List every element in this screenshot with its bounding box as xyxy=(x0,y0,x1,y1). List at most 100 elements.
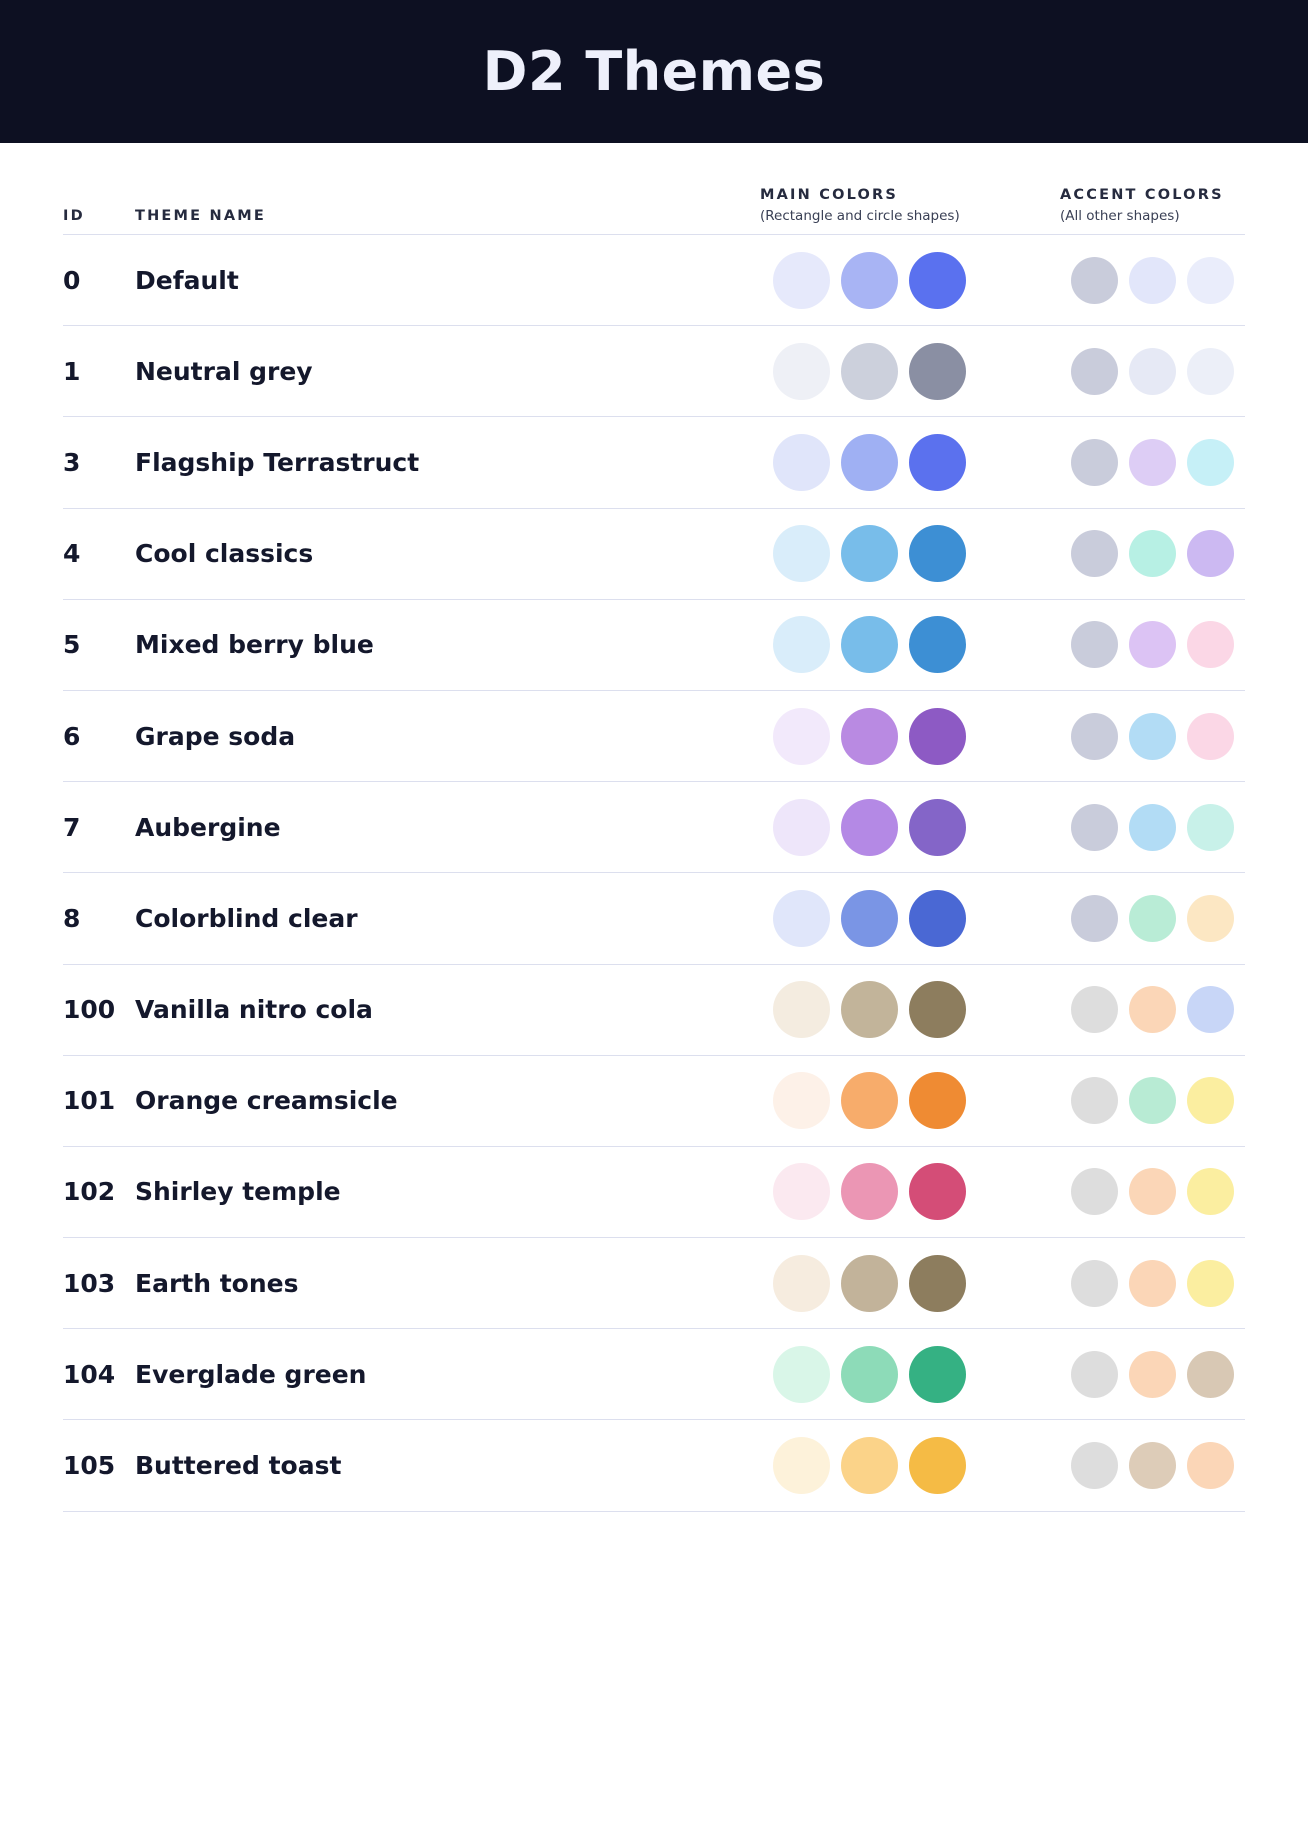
theme-name: Earth tones xyxy=(135,1268,299,1298)
accent-color-swatch-1 xyxy=(1071,1168,1118,1216)
table-row[interactable]: 105 Buttered toast xyxy=(63,1420,1245,1512)
accent-color-swatches xyxy=(1060,530,1245,578)
main-color-swatch-2 xyxy=(841,707,898,765)
main-color-swatch-3 xyxy=(909,1072,966,1130)
accent-color-swatch-3 xyxy=(1187,621,1234,669)
accent-color-swatch-1 xyxy=(1071,894,1118,942)
theme-id: 104 xyxy=(63,1359,116,1389)
accent-color-swatches xyxy=(1060,803,1245,851)
main-color-swatch-3 xyxy=(909,251,966,309)
main-color-swatches xyxy=(760,798,1060,856)
main-color-swatches xyxy=(760,433,1060,491)
table-body: 0 Default 1 Neutral grey 3 Flagship Terrastru… xyxy=(63,235,1245,1512)
main-color-swatch-1 xyxy=(773,1437,830,1495)
theme-id: 7 xyxy=(63,812,81,842)
accent-color-swatch-3 xyxy=(1187,1259,1234,1307)
theme-id: 6 xyxy=(63,721,81,751)
theme-id: 8 xyxy=(63,903,81,933)
accent-color-swatch-1 xyxy=(1071,1259,1118,1307)
page-title: D2 Themes xyxy=(482,40,826,103)
main-color-swatches xyxy=(760,707,1060,765)
table-row[interactable]: 1 Neutral grey xyxy=(63,326,1245,418)
main-color-swatch-1 xyxy=(773,342,830,400)
accent-color-swatch-2 xyxy=(1129,712,1176,760)
main-color-swatches xyxy=(760,981,1060,1039)
theme-name: Cool classics xyxy=(135,539,314,569)
table-row[interactable]: 101 Orange creamsicle xyxy=(63,1056,1245,1147)
main-color-swatch-2 xyxy=(841,433,898,491)
main-color-swatch-3 xyxy=(909,433,966,491)
main-color-swatch-3 xyxy=(909,981,966,1039)
theme-name: Aubergine xyxy=(135,812,281,842)
accent-color-swatch-2 xyxy=(1129,986,1176,1034)
column-header-theme-name: THEME NAME xyxy=(135,208,267,224)
column-header-accent-colors: ACCENT COLORS (All other shapes) xyxy=(1060,187,1224,224)
theme-id: 100 xyxy=(63,995,116,1025)
accent-color-swatch-2 xyxy=(1129,256,1176,304)
accent-color-swatch-2 xyxy=(1129,1259,1176,1307)
main-color-swatches xyxy=(760,1254,1060,1312)
accent-color-swatch-3 xyxy=(1187,712,1234,760)
main-color-swatch-1 xyxy=(773,525,830,583)
main-color-swatch-2 xyxy=(841,525,898,583)
main-color-swatch-2 xyxy=(841,889,898,947)
main-color-swatch-2 xyxy=(841,1437,898,1495)
table-row[interactable]: 0 Default xyxy=(63,235,1245,327)
theme-id: 101 xyxy=(63,1086,116,1116)
table-row[interactable]: 7 Aubergine xyxy=(63,782,1245,874)
theme-name: Neutral grey xyxy=(135,356,313,386)
main-color-swatch-2 xyxy=(841,1163,898,1221)
main-color-swatch-1 xyxy=(773,889,830,947)
main-color-swatch-2 xyxy=(841,251,898,309)
accent-color-swatch-2 xyxy=(1129,1077,1176,1125)
table-row[interactable]: 3 Flagship Terrastruct xyxy=(63,417,1245,509)
theme-id: 105 xyxy=(63,1451,116,1481)
main-color-swatch-3 xyxy=(909,707,966,765)
accent-color-swatches xyxy=(1060,712,1245,760)
theme-name: Everglade green xyxy=(135,1359,367,1389)
accent-color-swatches xyxy=(1060,621,1245,669)
accent-color-swatch-1 xyxy=(1071,256,1118,304)
accent-color-swatch-3 xyxy=(1187,530,1234,578)
main-color-swatches xyxy=(760,616,1060,674)
accent-color-swatches xyxy=(1060,347,1245,395)
main-color-swatch-2 xyxy=(841,1345,898,1403)
accent-color-swatch-1 xyxy=(1071,621,1118,669)
table-row[interactable]: 6 Grape soda xyxy=(63,691,1245,783)
table-row[interactable]: 5 Mixed berry blue xyxy=(63,600,1245,691)
accent-color-swatch-3 xyxy=(1187,894,1234,942)
page-header: D2 Themes xyxy=(0,0,1308,143)
table-row[interactable]: 4 Cool classics xyxy=(63,509,1245,600)
table-row[interactable]: 8 Colorblind clear xyxy=(63,873,1245,965)
main-color-swatches xyxy=(760,342,1060,400)
accent-color-swatch-3 xyxy=(1187,438,1234,486)
table-row[interactable]: 104 Everglade green xyxy=(63,1329,1245,1421)
main-color-swatch-1 xyxy=(773,1072,830,1130)
main-color-swatch-1 xyxy=(773,251,830,309)
main-color-swatch-3 xyxy=(909,1163,966,1221)
main-color-swatch-2 xyxy=(841,1072,898,1130)
theme-id: 103 xyxy=(63,1268,116,1298)
main-color-swatch-1 xyxy=(773,707,830,765)
theme-id: 1 xyxy=(63,356,81,386)
main-color-swatch-2 xyxy=(841,1254,898,1312)
main-color-swatch-1 xyxy=(773,1345,830,1403)
table-row[interactable]: 100 Vanilla nitro cola xyxy=(63,965,1245,1056)
accent-color-swatches xyxy=(1060,256,1245,304)
accent-color-swatch-1 xyxy=(1071,1350,1118,1398)
main-color-swatches xyxy=(760,1072,1060,1130)
theme-name: Vanilla nitro cola xyxy=(135,995,373,1025)
table-row[interactable]: 102 Shirley temple xyxy=(63,1147,1245,1239)
accent-color-swatch-1 xyxy=(1071,803,1118,851)
table-row[interactable]: 103 Earth tones xyxy=(63,1238,1245,1330)
accent-color-swatch-2 xyxy=(1129,530,1176,578)
main-color-swatch-3 xyxy=(909,1345,966,1403)
main-color-swatch-1 xyxy=(773,433,830,491)
theme-name: Orange creamsicle xyxy=(135,1086,398,1116)
accent-color-swatch-2 xyxy=(1129,1168,1176,1216)
accent-color-swatch-2 xyxy=(1129,621,1176,669)
accent-color-swatches xyxy=(1060,986,1245,1034)
main-color-swatch-2 xyxy=(841,616,898,674)
main-color-swatch-3 xyxy=(909,342,966,400)
